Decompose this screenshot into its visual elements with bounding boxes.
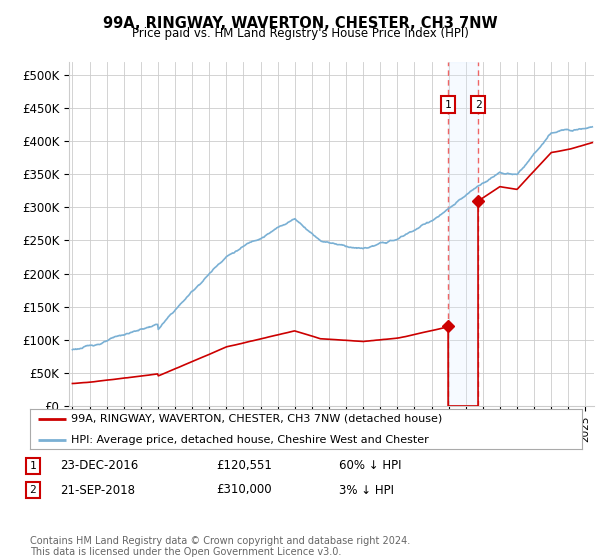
Text: 2: 2 [475, 100, 481, 110]
Text: HPI: Average price, detached house, Cheshire West and Chester: HPI: Average price, detached house, Ches… [71, 435, 429, 445]
Text: 99A, RINGWAY, WAVERTON, CHESTER, CH3 7NW: 99A, RINGWAY, WAVERTON, CHESTER, CH3 7NW [103, 16, 497, 31]
Text: Price paid vs. HM Land Registry's House Price Index (HPI): Price paid vs. HM Land Registry's House … [131, 27, 469, 40]
Text: £120,551: £120,551 [216, 459, 272, 473]
Text: 21-SEP-2018: 21-SEP-2018 [60, 483, 135, 497]
Text: 99A, RINGWAY, WAVERTON, CHESTER, CH3 7NW (detached house): 99A, RINGWAY, WAVERTON, CHESTER, CH3 7NW… [71, 414, 443, 424]
Text: 1: 1 [445, 100, 452, 110]
Bar [448, 62, 478, 406]
Text: Contains HM Land Registry data © Crown copyright and database right 2024.
This d: Contains HM Land Registry data © Crown c… [30, 535, 410, 557]
Text: 60% ↓ HPI: 60% ↓ HPI [339, 459, 401, 473]
Text: 2: 2 [29, 485, 37, 495]
Text: 1: 1 [29, 461, 37, 471]
Text: £310,000: £310,000 [216, 483, 272, 497]
Text: 3% ↓ HPI: 3% ↓ HPI [339, 483, 394, 497]
Text: 23-DEC-2016: 23-DEC-2016 [60, 459, 138, 473]
